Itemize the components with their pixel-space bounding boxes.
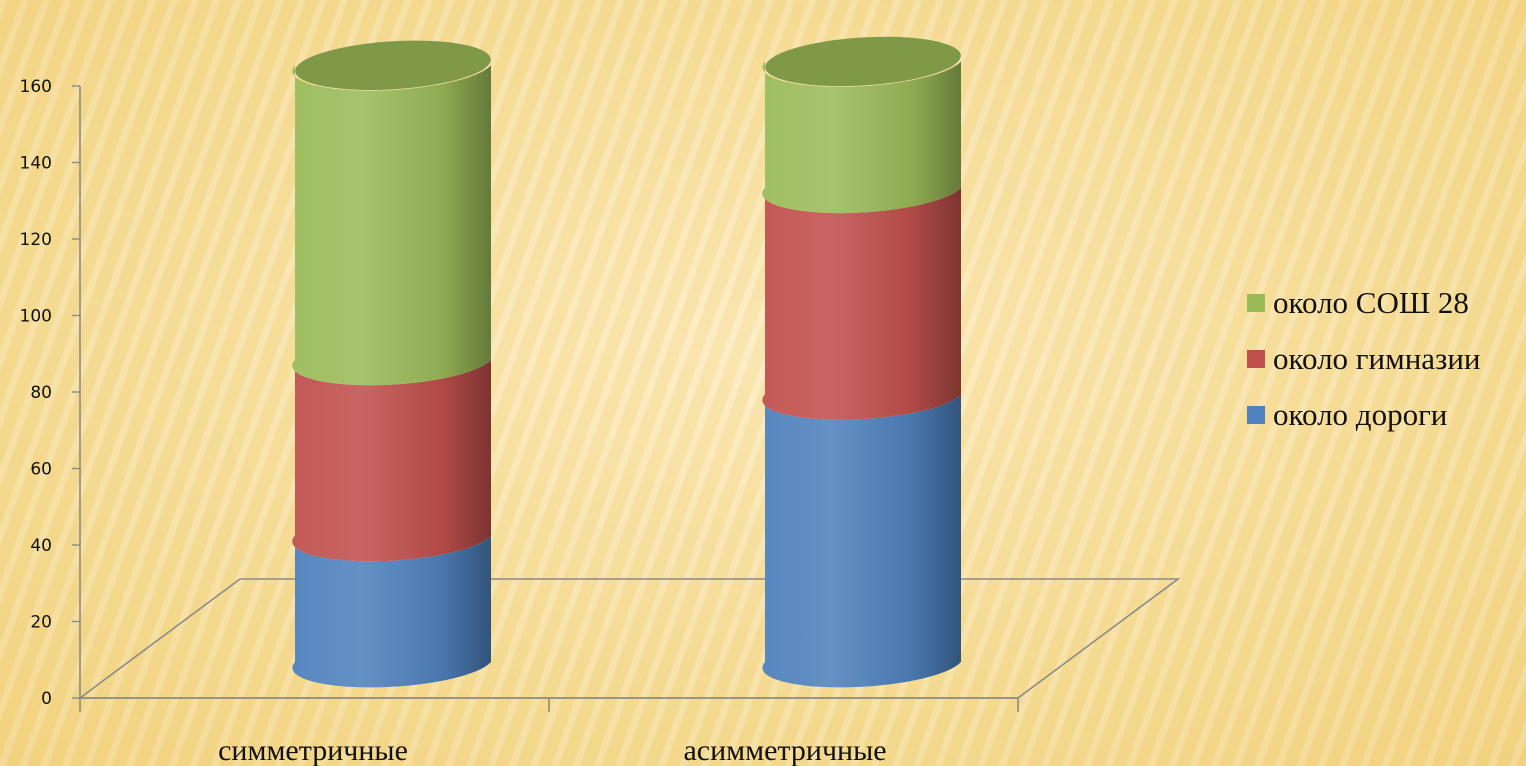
y-tick-label: 60 [30,460,52,480]
bar-segment [762,187,961,420]
y-tick-label: 160 [20,77,52,97]
legend-swatch [1247,406,1265,424]
bar-segment [292,535,491,688]
legend-label: около дороги [1273,397,1447,432]
bars [292,36,961,688]
y-tick-label: 20 [30,613,52,633]
legend-swatch [1247,294,1265,312]
bar-top-cap [295,40,491,90]
y-tick-label: 40 [30,536,52,556]
y-tick-label: 100 [20,307,52,327]
category-label: симметричные [218,734,408,766]
legend: около СОШ 28 около гимназии около дороги [1247,285,1481,432]
y-tick-label: 140 [20,154,52,174]
y-ticks: 0 20 40 60 80 100 120 140 160 [20,77,80,709]
category-label: асимметричные [683,734,886,766]
bar-segment [762,394,961,688]
bar-segment [292,65,491,386]
legend-label: около гимназии [1273,341,1481,376]
category-labels: симметричные асимметричные [218,734,886,766]
y-tick-label: 120 [20,230,52,250]
legend-swatch [1247,350,1265,368]
legend-label: около СОШ 28 [1273,285,1469,320]
y-tick-label: 0 [41,689,52,709]
bar-segment [292,359,491,562]
bar-top-cap [765,36,961,87]
y-tick-label: 80 [30,383,52,403]
bar-segment [762,61,961,214]
